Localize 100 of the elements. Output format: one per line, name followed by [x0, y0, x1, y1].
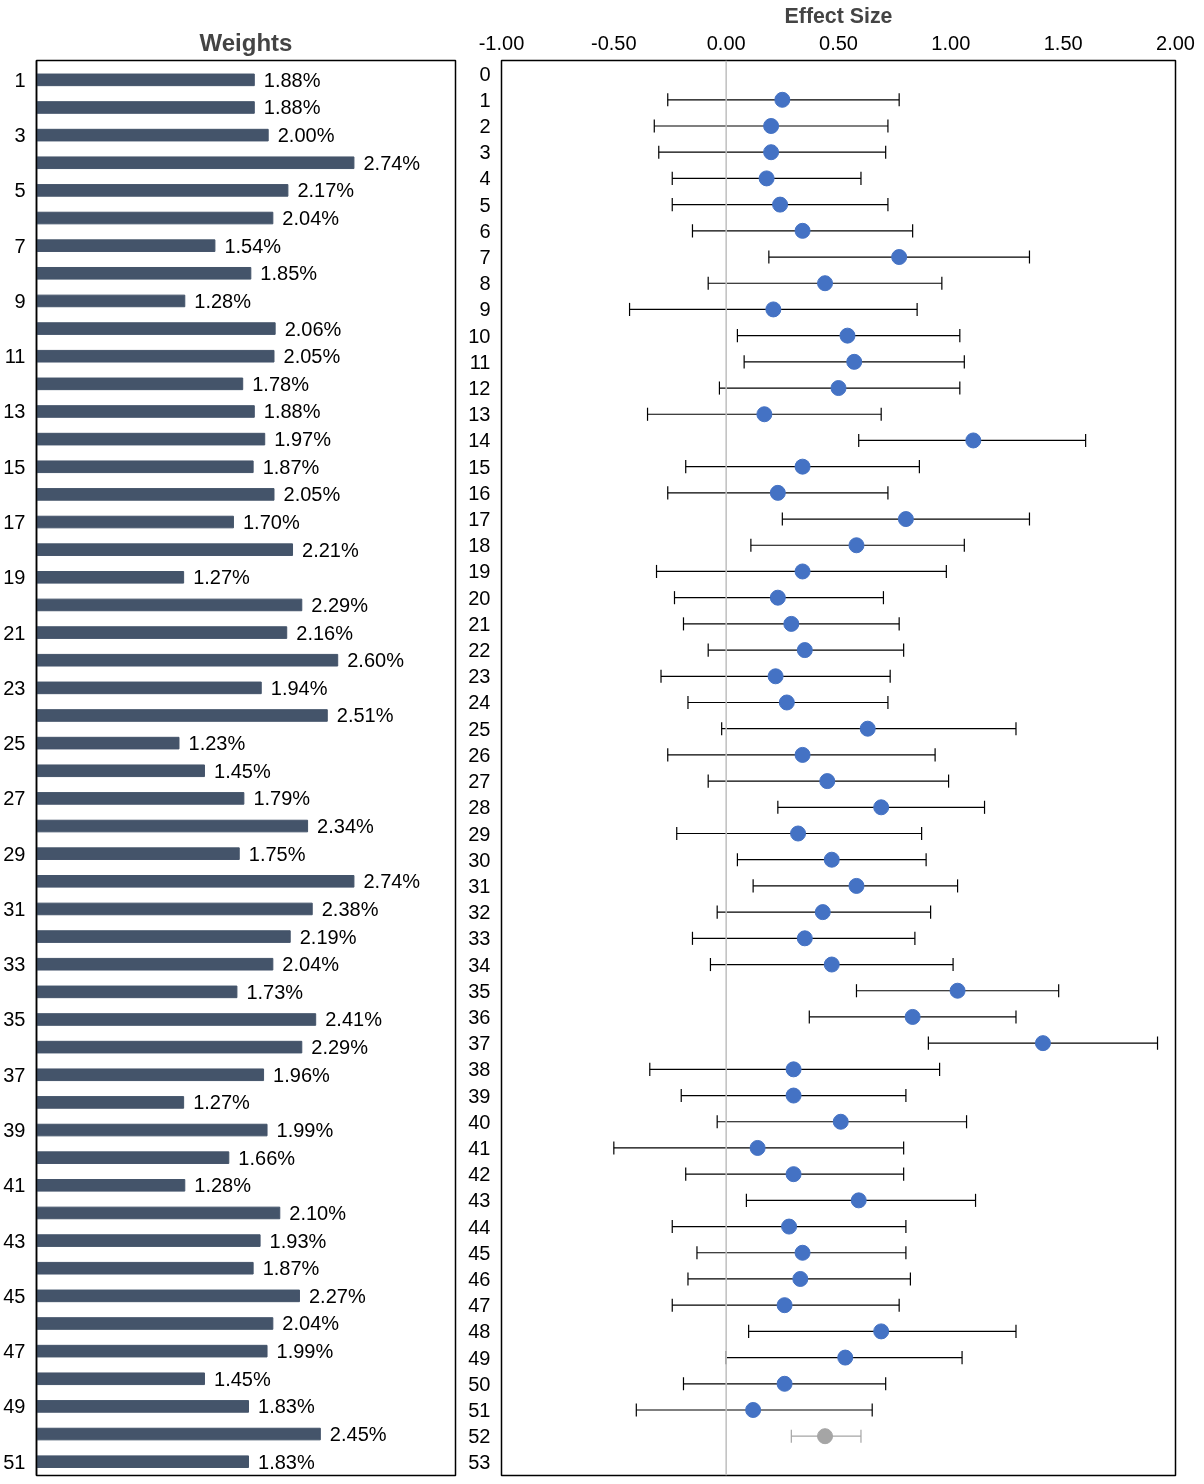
point — [817, 1428, 834, 1445]
y-tick-label: 51 — [468, 1398, 491, 1421]
bar — [36, 598, 303, 612]
point — [794, 746, 811, 763]
bar — [36, 1096, 185, 1109]
data-label: 1.27% — [193, 566, 251, 589]
bar — [36, 211, 274, 225]
data-label: 2.41% — [325, 1008, 383, 1031]
data-label: 2.05% — [283, 483, 341, 506]
x-tick-label: -0.50 — [591, 31, 637, 54]
bar — [36, 1040, 303, 1054]
y-tick-label: 4 — [479, 167, 491, 190]
data-label: 2.17% — [297, 179, 355, 202]
bar — [36, 322, 276, 335]
data-label: 1.78% — [252, 372, 310, 395]
point — [778, 694, 795, 711]
point — [846, 353, 863, 370]
y-tick-label: 28 — [468, 796, 491, 819]
bar — [36, 847, 240, 860]
point — [949, 982, 966, 999]
y-tick-label: 25 — [468, 717, 491, 740]
y-tick-label: 30 — [468, 848, 491, 871]
x-tick-label: 2.00 — [1156, 31, 1195, 54]
bar — [36, 543, 294, 556]
x-tick-label: 0.50 — [819, 31, 858, 54]
bar — [36, 1344, 268, 1358]
data-label: 1.45% — [214, 759, 271, 782]
point — [839, 327, 856, 344]
data-label: 2.29% — [311, 593, 369, 616]
y-tick-label: 47 — [3, 1340, 26, 1363]
point — [794, 458, 811, 475]
y-tick-label: 27 — [468, 770, 491, 793]
y-tick-label: 31 — [3, 897, 26, 920]
y-tick-label: 3 — [14, 124, 26, 147]
y-tick-label: 16 — [468, 481, 491, 504]
bar — [36, 957, 274, 971]
y-tick-label: 48 — [468, 1320, 491, 1343]
y-tick-label: 18 — [468, 534, 491, 557]
y-tick-label: 22 — [468, 639, 491, 662]
y-tick-label: 21 — [468, 612, 491, 635]
y-tick-label: 33 — [3, 953, 26, 976]
y-tick-label: 3 — [479, 141, 491, 164]
data-label: 1.66% — [238, 1146, 296, 1169]
point — [794, 563, 811, 580]
y-tick-label: 15 — [3, 455, 26, 478]
y-tick-label: 11 — [469, 350, 491, 373]
point — [792, 1270, 809, 1287]
y-tick-label: 10 — [468, 324, 491, 347]
data-label: 1.85% — [260, 262, 318, 285]
data-label: 2.74% — [363, 870, 421, 893]
data-label: 1.27% — [193, 1091, 251, 1114]
point — [859, 720, 876, 737]
data-label: 1.97% — [274, 428, 332, 451]
y-tick-label: 45 — [468, 1241, 491, 1264]
y-tick-label: 5 — [479, 193, 491, 216]
y-tick-label: 13 — [468, 403, 491, 426]
point — [749, 1139, 766, 1156]
point — [897, 511, 914, 528]
data-label: 2.21% — [302, 538, 359, 561]
data-label: 1.88% — [263, 96, 321, 119]
point — [837, 1349, 854, 1366]
bar — [36, 405, 255, 418]
y-tick-label: 24 — [468, 691, 491, 714]
y-tick-label: 44 — [468, 1215, 491, 1238]
data-label: 1.23% — [188, 732, 246, 755]
bar — [36, 653, 339, 667]
bar — [36, 460, 254, 474]
y-tick-label: 52 — [468, 1425, 491, 1448]
y-tick-label: 29 — [3, 842, 26, 865]
point — [1034, 1035, 1051, 1052]
point — [814, 904, 831, 921]
point — [769, 589, 786, 606]
y-tick-label: 23 — [468, 665, 491, 688]
y-tick-label: 12 — [468, 377, 491, 400]
y-tick-label: 49 — [3, 1395, 26, 1418]
point — [763, 118, 780, 134]
data-label: 1.96% — [273, 1063, 331, 1086]
y-tick-label: 17 — [3, 511, 26, 534]
y-tick-label: 27 — [3, 787, 26, 810]
point — [796, 930, 813, 947]
y-tick-label: 0 — [479, 62, 491, 85]
point — [848, 537, 865, 554]
point — [794, 1244, 811, 1261]
point — [850, 1192, 867, 1209]
data-label: 1.54% — [224, 234, 282, 257]
point — [765, 301, 782, 318]
point — [891, 249, 908, 266]
y-tick-label: 17 — [468, 508, 491, 531]
y-tick-label: 38 — [468, 1058, 491, 1081]
y-tick-label: 9 — [479, 298, 491, 321]
y-tick-label: 20 — [468, 586, 491, 609]
x-axis-title: Effect Size — [784, 3, 893, 28]
bar — [36, 1206, 281, 1220]
y-tick-label: 26 — [468, 743, 491, 766]
y-tick-label: 34 — [468, 953, 491, 976]
bar — [36, 819, 309, 833]
data-label: 2.00% — [277, 124, 335, 147]
point — [785, 1166, 802, 1183]
data-label: 1.87% — [262, 1257, 320, 1280]
point — [763, 144, 780, 161]
